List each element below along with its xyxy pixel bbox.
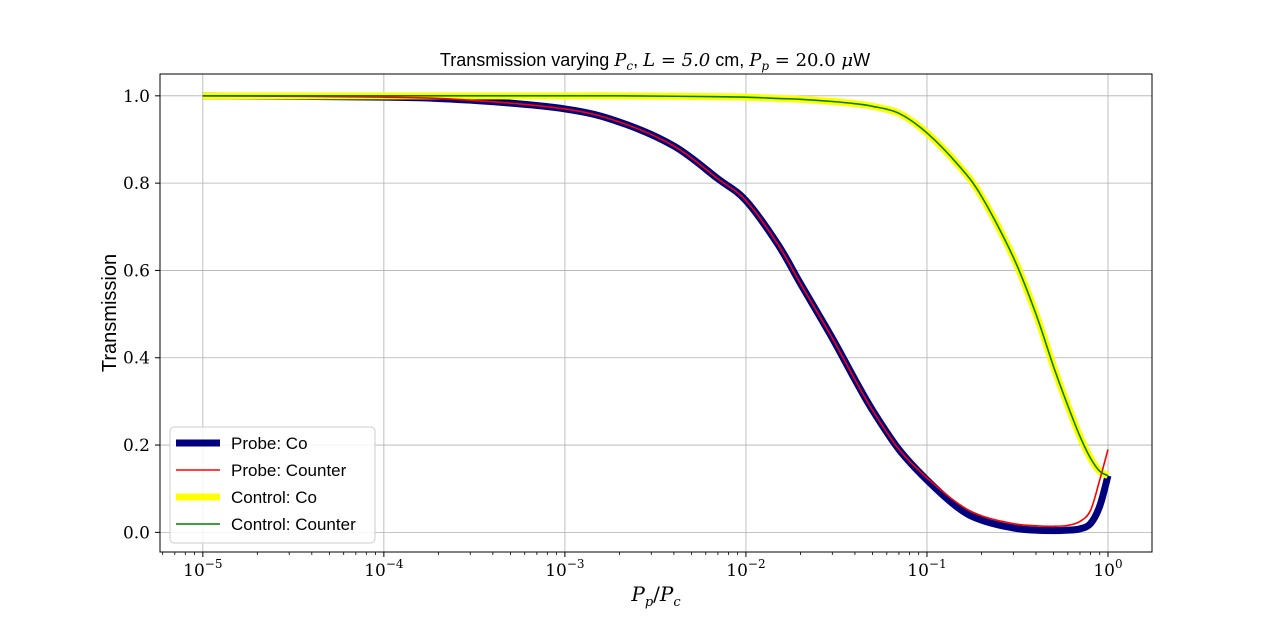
legend-box xyxy=(169,426,376,544)
y-tick-label: 0.6 xyxy=(123,261,150,281)
y-axis-label: Transmission xyxy=(99,254,121,372)
y-tick-label: 0.8 xyxy=(123,174,150,194)
x-tick-label: 10−5 xyxy=(183,557,222,581)
series-line-probe-counter xyxy=(202,95,1109,528)
x-axis-label: Pp/Pc xyxy=(630,582,681,610)
axis-ticks: 10−5 10−4 10−3 10−2 10−1 100 0.0 0.2 0.4 0.6 0.8 1.… xyxy=(123,87,1123,581)
y-tick-label: 0.2 xyxy=(123,436,150,456)
x-tick-label: 100 xyxy=(1093,557,1122,581)
x-tick-label: 10−2 xyxy=(726,557,765,581)
series-line-control-counter xyxy=(202,94,1109,477)
y-tick-label: 0.0 xyxy=(123,523,150,543)
series-line-control-co xyxy=(202,92,1110,479)
legend-label: Probe: Co xyxy=(231,434,308,453)
legend-label: Probe: Counter xyxy=(231,461,347,480)
plot-series xyxy=(202,92,1112,535)
legend-label: Control: Counter xyxy=(231,515,356,534)
plot-frame xyxy=(159,73,1153,553)
legend: Probe: Co Probe: Counter Control: Co Contro… xyxy=(169,426,376,544)
x-tick-label: 10−3 xyxy=(545,557,584,581)
x-tick-label: 10−1 xyxy=(907,557,946,581)
x-minor-ticks xyxy=(162,552,1101,555)
x-tick-label: 10−4 xyxy=(364,557,404,581)
legend-label: Control: Co xyxy=(231,488,317,507)
y-tick-label: 1.0 xyxy=(123,87,150,107)
y-tick-label: 0.4 xyxy=(123,349,150,369)
chart-title: Transmission varying Pc, L = 5.0 cm, Pp … xyxy=(440,50,870,73)
